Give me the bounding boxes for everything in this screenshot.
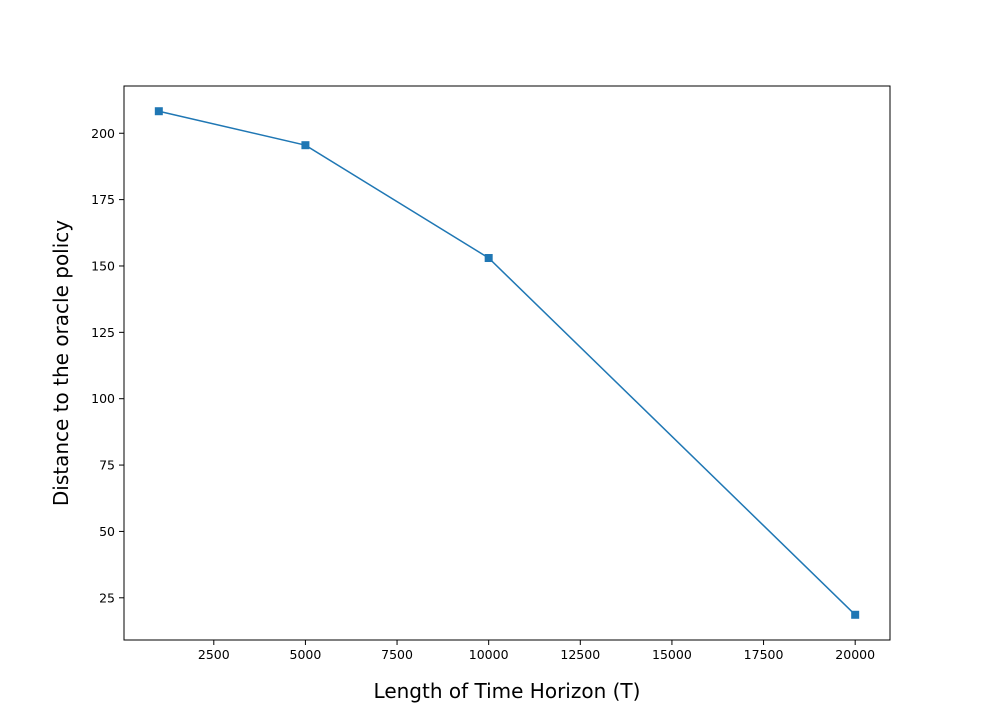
y-tick-label: 100 [91,391,115,406]
y-tick-label: 200 [91,126,115,141]
x-tick-label: 2500 [198,647,230,662]
plot-frame [123,85,891,641]
y-tick-label: 50 [99,524,115,539]
x-tick-label: 17500 [744,647,784,662]
x-tick-label: 7500 [381,647,413,662]
x-axis-label: Length of Time Horizon (T) [374,679,641,703]
marker [484,254,493,263]
marker [851,610,860,619]
y-tick-label: 175 [91,192,115,207]
y-axis-label: Distance to the oracle policy [49,220,73,506]
x-tick-label: 15000 [652,647,692,662]
x-tick-label: 20000 [835,647,875,662]
y-tick-label: 25 [99,590,115,605]
y-tick-label: 125 [91,325,115,340]
x-tick-label: 5000 [290,647,322,662]
x-tick-label: 10000 [469,647,509,662]
y-tick-label: 75 [99,458,115,473]
marker [301,141,310,150]
line [158,110,856,616]
y-tick-label: 150 [91,258,115,273]
marker [154,107,163,116]
x-tick-label: 12500 [560,647,600,662]
